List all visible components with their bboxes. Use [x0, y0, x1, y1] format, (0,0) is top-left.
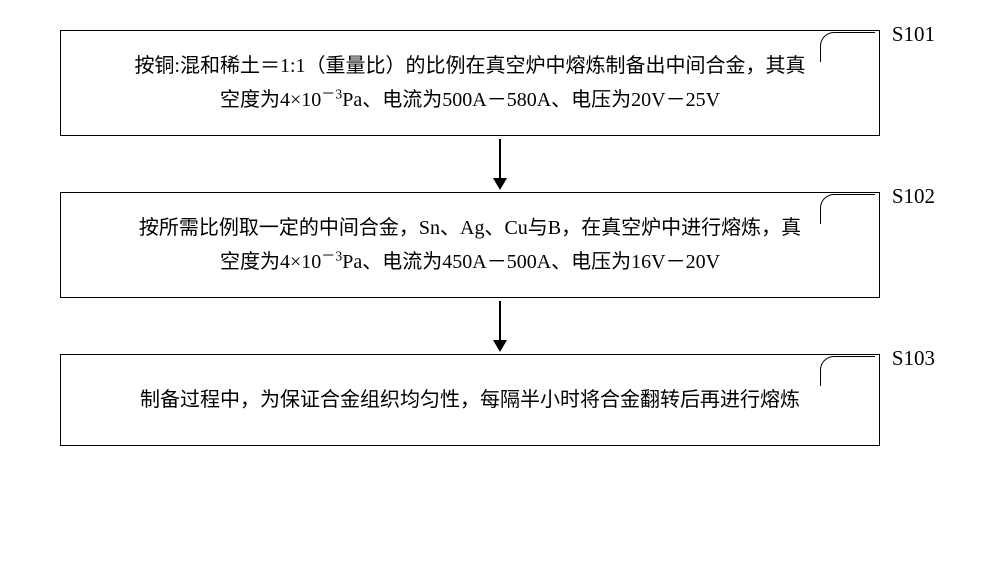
step-1-line2-pre: 空度为4×10	[220, 89, 321, 111]
step-2-container: 按所需比例取一定的中间合金，Sn、Ag、Cu与B，在真空炉中进行熔炼，真 空度为…	[40, 192, 960, 298]
step-1-box: 按铜:混和稀土＝1:1（重量比）的比例在真空炉中熔炼制备出中间合金，其真 空度为…	[60, 30, 880, 136]
arrow-1-head	[493, 178, 507, 190]
step-2-line2-pre: 空度为4×10	[220, 251, 321, 273]
step-2-text-line1: 按所需比例取一定的中间合金，Sn、Ag、Cu与B，在真空炉中进行熔炼，真	[85, 211, 855, 245]
arrow-2-line	[499, 301, 501, 341]
step-1-label: S101	[892, 22, 935, 47]
step-2-label: S102	[892, 184, 935, 209]
arrow-1	[70, 136, 930, 192]
flowchart-container: 按铜:混和稀土＝1:1（重量比）的比例在真空炉中熔炼制备出中间合金，其真 空度为…	[40, 30, 960, 446]
connector-1	[820, 32, 875, 62]
arrow-2	[70, 298, 930, 354]
step-3-box: 制备过程中，为保证合金组织均匀性，每隔半小时将合金翻转后再进行熔炼	[60, 354, 880, 446]
step-1-text-line2: 空度为4×10－3Pa、电流为500A－580A、电压为20V－25V	[85, 83, 855, 117]
step-1-container: 按铜:混和稀土＝1:1（重量比）的比例在真空炉中熔炼制备出中间合金，其真 空度为…	[40, 30, 960, 136]
step-1-text-line1: 按铜:混和稀土＝1:1（重量比）的比例在真空炉中熔炼制备出中间合金，其真	[85, 49, 855, 83]
step-3-container: 制备过程中，为保证合金组织均匀性，每隔半小时将合金翻转后再进行熔炼 S103	[40, 354, 960, 446]
step-3-label: S103	[892, 346, 935, 371]
step-2-box: 按所需比例取一定的中间合金，Sn、Ag、Cu与B，在真空炉中进行熔炼，真 空度为…	[60, 192, 880, 298]
step-2-line2-post: Pa、电流为450A－500A、电压为16V－20V	[342, 251, 720, 273]
connector-3	[820, 356, 875, 386]
step-3-text-line1: 制备过程中，为保证合金组织均匀性，每隔半小时将合金翻转后再进行熔炼	[85, 383, 855, 417]
connector-2	[820, 194, 875, 224]
step-2-line2-sup: －3	[321, 249, 342, 264]
step-1-line2-sup: －3	[321, 87, 342, 102]
arrow-1-line	[499, 139, 501, 179]
arrow-2-head	[493, 340, 507, 352]
step-2-text-line2: 空度为4×10－3Pa、电流为450A－500A、电压为16V－20V	[85, 245, 855, 279]
step-1-line2-post: Pa、电流为500A－580A、电压为20V－25V	[342, 89, 720, 111]
